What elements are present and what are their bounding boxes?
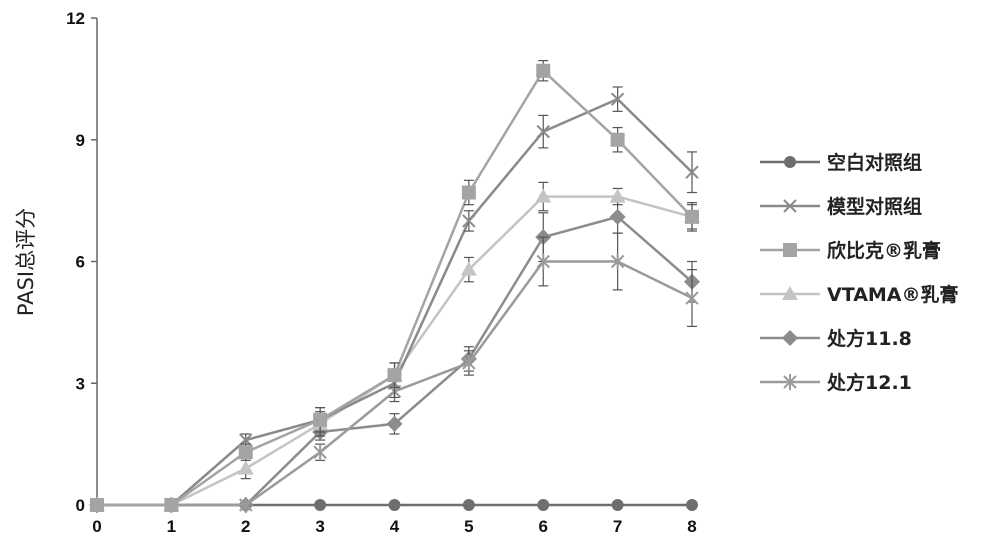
- legend-item: VTAMA®乳膏: [760, 283, 959, 306]
- data-point: [460, 261, 477, 276]
- data-point: [462, 499, 475, 511]
- data-point: [610, 132, 625, 147]
- plot-area: [89, 60, 700, 513]
- x-tick-label: 5: [464, 517, 473, 536]
- x-tick-label: 1: [167, 517, 176, 536]
- legend-item: 空白对照组: [760, 151, 922, 174]
- data-point: [609, 208, 626, 225]
- data-point: [387, 368, 402, 383]
- x-tick-label: 7: [613, 517, 622, 536]
- series-line: [97, 97, 693, 507]
- x-tick-label: 8: [687, 517, 696, 536]
- data-point: [685, 165, 699, 179]
- y-tick-label: 3: [76, 374, 85, 393]
- data-point: [388, 499, 401, 511]
- legend-label: 处方11.8: [826, 327, 912, 350]
- data-point: [609, 188, 626, 203]
- legend-marker: [783, 199, 797, 213]
- data-point: [462, 354, 476, 371]
- legend-label: 空白对照组: [827, 151, 922, 174]
- y-ticks: 0 3 6 9 12: [66, 9, 97, 515]
- data-point: [536, 124, 550, 139]
- legend-marker: [782, 330, 798, 346]
- y-tick-label: 6: [76, 253, 85, 272]
- data-point: [238, 445, 253, 460]
- data-point: [462, 214, 476, 228]
- legend-item: 欣比克®乳膏: [760, 239, 941, 262]
- data-point: [313, 444, 327, 461]
- data-point: [535, 188, 552, 203]
- data-point: [461, 185, 476, 200]
- x-tick-label: 6: [539, 517, 548, 536]
- data-point: [239, 497, 253, 513]
- data-point: [536, 253, 550, 270]
- y-tick-label: 0: [76, 496, 85, 515]
- data-point: [536, 63, 551, 78]
- series-line: [97, 195, 693, 507]
- data-point: [314, 499, 327, 511]
- legend-item: 处方11.8: [760, 327, 912, 350]
- x-tick-label: 2: [241, 517, 250, 536]
- legend-marker: [782, 286, 798, 300]
- data-point: [237, 460, 254, 475]
- legend-marker: [783, 243, 797, 257]
- data-point: [313, 412, 328, 427]
- legend-marker: [783, 374, 797, 390]
- legend-label: 欣比克®乳膏: [827, 239, 941, 262]
- data-point: [610, 253, 625, 270]
- legend-label: 处方12.1: [826, 371, 912, 394]
- data-point: [537, 499, 550, 511]
- series-1: [90, 86, 699, 512]
- data-point: [386, 415, 403, 432]
- data-point: [685, 209, 699, 224]
- series-2: [90, 60, 699, 512]
- y-tick-label: 9: [76, 131, 85, 150]
- y-tick-label: 12: [66, 9, 85, 28]
- series-4: [89, 200, 700, 513]
- legend-item: 模型对照组: [760, 195, 922, 218]
- x-tick-label: 4: [390, 517, 400, 536]
- data-point: [164, 498, 179, 512]
- x-tick-label: 0: [92, 517, 101, 536]
- legend-marker: [784, 156, 796, 168]
- series-line: [97, 68, 693, 507]
- series-line: [97, 215, 693, 507]
- legend-label: 模型对照组: [827, 195, 922, 218]
- data-point: [686, 499, 698, 511]
- legend-label: VTAMA®乳膏: [827, 283, 959, 306]
- x-tick-label: 3: [315, 517, 324, 536]
- data-point: [610, 92, 625, 106]
- data-point: [685, 290, 699, 307]
- data-point: [90, 498, 104, 512]
- legend-item: 处方12.1: [760, 371, 912, 394]
- series-3: [89, 181, 700, 511]
- data-point: [611, 499, 624, 511]
- y-axis-label: PASI总评分: [14, 208, 38, 316]
